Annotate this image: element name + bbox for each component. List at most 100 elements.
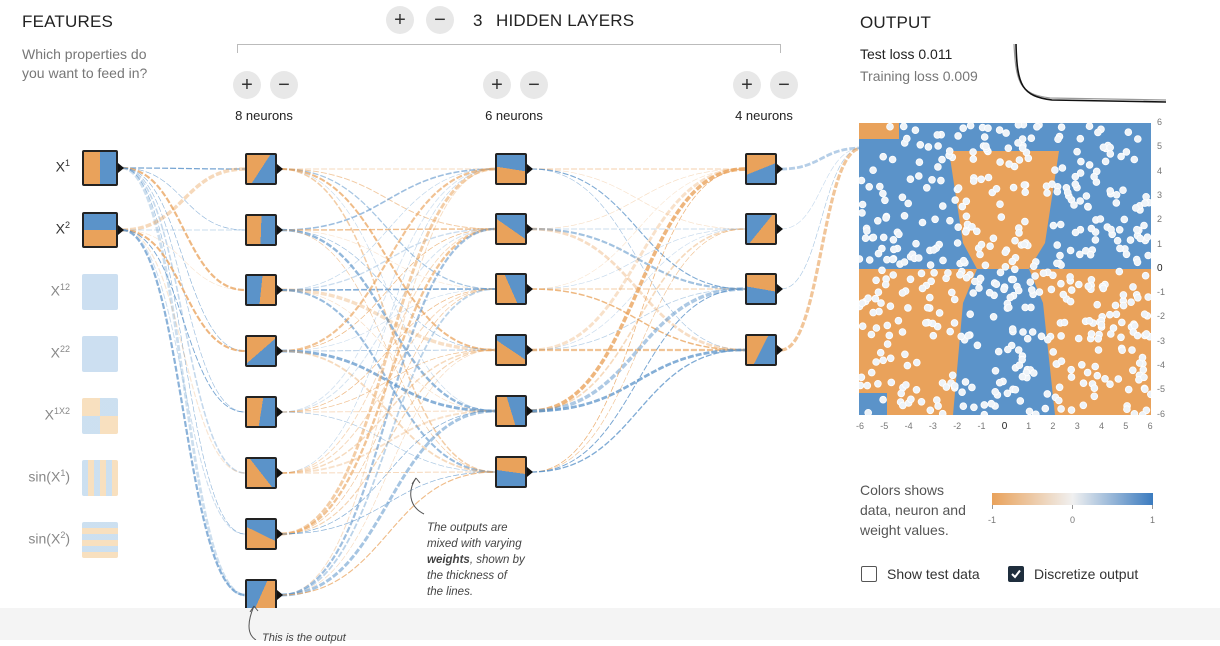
data-point: [1039, 269, 1048, 278]
neuron-output-tip-icon: [527, 406, 533, 416]
layer3-neuron-2[interactable]: [745, 213, 777, 245]
data-point: [1026, 278, 1035, 287]
discretize-output-checkbox[interactable]: [1008, 566, 1024, 582]
data-point: [1075, 280, 1083, 289]
y-axis-tick: 4: [1157, 165, 1163, 176]
data-point: [1049, 348, 1058, 356]
data-point: [1023, 334, 1032, 343]
data-point: [1053, 259, 1061, 268]
feature-toggle-2[interactable]: [82, 212, 118, 248]
data-point: [888, 155, 897, 164]
layer1-remove-neuron-button[interactable]: −: [270, 71, 298, 99]
layer3-add-neuron-button[interactable]: +: [733, 71, 761, 99]
layer2-remove-neuron-button[interactable]: −: [520, 71, 548, 99]
data-point: [883, 321, 892, 330]
y-axis-tick: 1: [1157, 238, 1163, 249]
data-point: [1015, 156, 1024, 164]
link-l2-l3: [530, 228, 746, 351]
show-test-data-checkbox[interactable]: [861, 566, 877, 582]
data-point: [1053, 187, 1062, 196]
discretize-output-label[interactable]: Discretize output: [1034, 566, 1139, 582]
data-point: [995, 378, 1004, 387]
layer1-neuron-3[interactable]: [245, 274, 277, 306]
data-point: [1057, 357, 1066, 366]
data-point: [928, 175, 936, 184]
data-point: [1117, 152, 1125, 161]
layer1-neuron-7[interactable]: [245, 518, 277, 550]
checkmark-icon: [1011, 569, 1021, 579]
data-point: [992, 280, 1001, 289]
feature-toggle-5[interactable]: [82, 398, 118, 434]
data-point: [959, 124, 967, 132]
output-title: OUTPUT: [860, 13, 932, 32]
layer1-neuron-6[interactable]: [245, 457, 277, 489]
layer2-neuron-3[interactable]: [495, 273, 527, 305]
neuron-output-tip-icon: [277, 529, 283, 539]
layer3-neuron-4[interactable]: [745, 334, 777, 366]
data-point: [980, 133, 989, 141]
weights-annotation-rest: , shown by: [469, 554, 525, 566]
link-l1-l2: [280, 168, 496, 413]
show-test-data-label[interactable]: Show test data: [887, 566, 980, 582]
link-input-l1: [121, 167, 246, 413]
neuron-output-tip-icon: [277, 407, 283, 417]
layer1-neuron-4[interactable]: [245, 335, 277, 367]
feature-toggle-1[interactable]: [82, 150, 118, 186]
data-point: [996, 268, 1005, 277]
data-point: [1085, 161, 1094, 169]
neuron-output-tip-icon: [527, 224, 533, 234]
data-point: [985, 288, 994, 297]
add-layer-button[interactable]: +: [386, 6, 414, 34]
y-axis-tick: 2: [1157, 214, 1163, 225]
data-point: [886, 354, 895, 363]
remove-layer-button[interactable]: −: [426, 6, 454, 34]
data-point: [1141, 271, 1150, 280]
y-axis-tick: -3: [1157, 335, 1166, 346]
link-l3-output: [780, 146, 863, 171]
data-point: [1090, 172, 1098, 181]
layer1-neuron-1[interactable]: [245, 153, 277, 185]
feature-toggle-6[interactable]: [82, 460, 118, 496]
feature-toggle-7[interactable]: [82, 522, 118, 558]
data-point: [1094, 335, 1103, 343]
data-point: [1006, 293, 1015, 302]
data-point: [1117, 318, 1126, 327]
layer2-neuron-1[interactable]: [495, 153, 527, 185]
layer1-add-neuron-button[interactable]: +: [233, 71, 261, 99]
data-point: [912, 385, 921, 394]
layer3-neuron-1[interactable]: [745, 153, 777, 185]
legend-max-label: 1: [1150, 515, 1156, 525]
layer2-neuron-2[interactable]: [495, 213, 527, 245]
data-point: [946, 216, 954, 225]
feature-output-tip-icon: [118, 163, 124, 173]
link-l2-l3: [530, 349, 746, 473]
feature-label-1: X1: [20, 158, 70, 175]
data-point: [1067, 406, 1076, 414]
data-point: [879, 152, 888, 161]
data-point: [1133, 294, 1142, 302]
data-point: [968, 223, 976, 231]
feature-toggle-4[interactable]: [82, 336, 118, 372]
feature-toggle-3[interactable]: [82, 274, 118, 310]
data-point: [917, 397, 926, 406]
layer2-add-neuron-button[interactable]: +: [483, 71, 511, 99]
layer3-neuron-3[interactable]: [745, 273, 777, 305]
layer3-remove-neuron-button[interactable]: −: [770, 71, 798, 99]
output-heatmap[interactable]: [859, 123, 1151, 415]
data-point: [1057, 405, 1065, 413]
data-point: [1076, 169, 1085, 177]
layer2-neuron-5[interactable]: [495, 395, 527, 427]
data-point: [1009, 183, 1018, 192]
layer1-neuron-2[interactable]: [245, 214, 277, 246]
link-l1-l2: [280, 288, 496, 352]
data-point: [1123, 405, 1131, 414]
data-point: [898, 193, 907, 202]
layer2-neuron-6[interactable]: [495, 456, 527, 488]
layer1-neuron-5[interactable]: [245, 396, 277, 428]
data-point: [1027, 134, 1036, 142]
data-point: [917, 269, 926, 278]
data-point: [1090, 392, 1099, 401]
layer2-neuron-4[interactable]: [495, 334, 527, 366]
data-point: [1139, 366, 1148, 374]
data-point: [973, 227, 981, 236]
